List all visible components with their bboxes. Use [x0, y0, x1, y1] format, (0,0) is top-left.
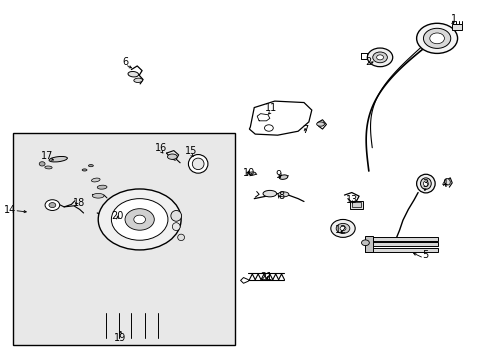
- Text: 7: 7: [302, 125, 308, 135]
- Text: 8: 8: [278, 191, 284, 201]
- Ellipse shape: [177, 234, 184, 240]
- Ellipse shape: [263, 190, 276, 197]
- Text: 21: 21: [260, 272, 272, 282]
- Ellipse shape: [423, 181, 427, 186]
- Text: 13: 13: [345, 195, 357, 205]
- Ellipse shape: [278, 192, 288, 197]
- Text: 19: 19: [114, 333, 126, 343]
- Ellipse shape: [188, 154, 207, 173]
- Circle shape: [372, 52, 386, 63]
- Circle shape: [429, 33, 444, 44]
- Ellipse shape: [134, 78, 142, 82]
- Ellipse shape: [91, 178, 100, 182]
- Ellipse shape: [97, 185, 107, 189]
- Bar: [451, 24, 462, 30]
- Ellipse shape: [279, 175, 287, 179]
- Ellipse shape: [420, 178, 430, 189]
- Circle shape: [366, 48, 392, 67]
- Text: 17: 17: [41, 150, 53, 161]
- Ellipse shape: [82, 169, 87, 171]
- Circle shape: [264, 125, 273, 131]
- Ellipse shape: [416, 174, 434, 193]
- Ellipse shape: [88, 165, 93, 167]
- Ellipse shape: [170, 211, 181, 221]
- Ellipse shape: [167, 154, 177, 159]
- Circle shape: [134, 215, 145, 224]
- Bar: [349, 201, 362, 209]
- Bar: [351, 202, 360, 207]
- Circle shape: [376, 55, 383, 60]
- Ellipse shape: [45, 166, 52, 169]
- Text: 2: 2: [365, 57, 371, 67]
- Text: 1: 1: [450, 14, 456, 24]
- Circle shape: [49, 203, 56, 208]
- Text: 18: 18: [72, 198, 84, 208]
- Text: 12: 12: [334, 225, 346, 235]
- Circle shape: [423, 28, 450, 48]
- Bar: [13, 134, 234, 345]
- Circle shape: [39, 162, 45, 166]
- Circle shape: [98, 189, 181, 250]
- Polygon shape: [249, 101, 311, 135]
- Circle shape: [416, 23, 457, 53]
- Circle shape: [339, 226, 345, 230]
- Circle shape: [111, 199, 167, 240]
- Text: 16: 16: [154, 143, 166, 153]
- Text: 10: 10: [243, 168, 255, 178]
- Ellipse shape: [92, 193, 104, 198]
- Ellipse shape: [444, 179, 449, 185]
- Bar: [365, 237, 437, 241]
- Text: 9: 9: [275, 170, 281, 180]
- Bar: [365, 248, 437, 252]
- Text: 15: 15: [184, 146, 197, 156]
- Text: 4: 4: [441, 179, 447, 189]
- Text: 14: 14: [4, 206, 17, 216]
- Text: 20: 20: [111, 211, 123, 221]
- Ellipse shape: [248, 172, 255, 175]
- Ellipse shape: [316, 122, 324, 126]
- Ellipse shape: [128, 72, 139, 77]
- Circle shape: [125, 209, 154, 230]
- Circle shape: [330, 220, 354, 237]
- Bar: [365, 236, 372, 252]
- Ellipse shape: [49, 157, 67, 162]
- Text: 3: 3: [421, 179, 427, 189]
- Ellipse shape: [172, 223, 180, 230]
- Bar: [365, 242, 437, 246]
- Text: 11: 11: [264, 103, 277, 113]
- Text: 5: 5: [421, 250, 427, 260]
- Text: 6: 6: [122, 57, 128, 67]
- Circle shape: [335, 224, 349, 233]
- Circle shape: [361, 240, 368, 246]
- Circle shape: [45, 200, 60, 211]
- Ellipse shape: [192, 158, 203, 170]
